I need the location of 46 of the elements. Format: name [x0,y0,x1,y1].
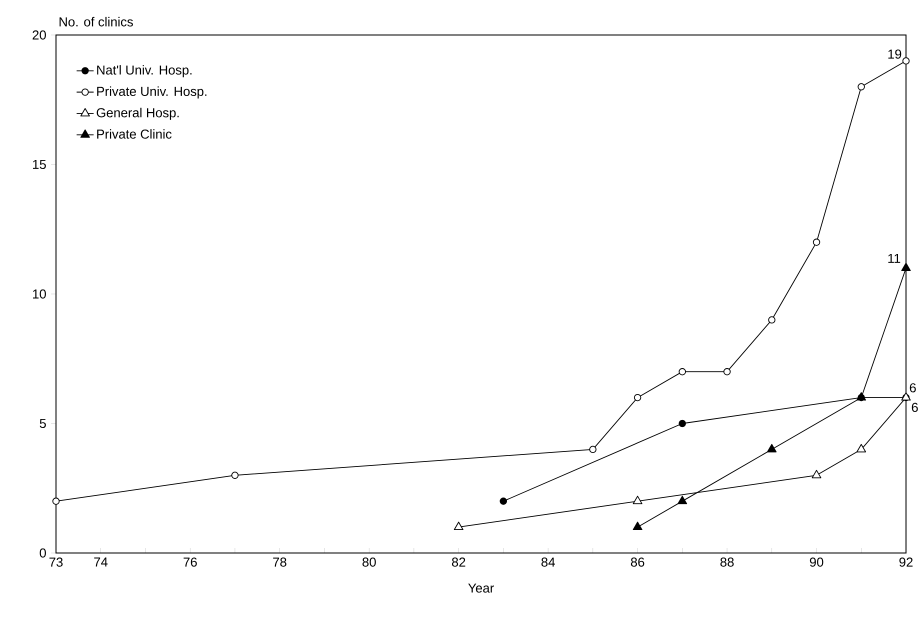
x-tick-label: 73 [49,558,63,567]
legend-label: Nat'l Univ. Hosp. [97,65,192,78]
point [632,496,642,504]
x-tick-label: 84 [541,558,555,567]
y-tick-label: 10 [32,289,46,299]
point [812,470,822,478]
point [52,498,60,505]
x-tick-label: 88 [720,558,734,567]
point [901,262,911,272]
x-tick-label: 80 [362,558,376,567]
point [723,368,731,376]
data-label: 6 [912,402,918,412]
x-tick-label: 90 [810,558,824,567]
y-tick-label: 0 [40,548,46,558]
y-tick-label: 20 [32,30,46,40]
point [768,316,776,324]
point [812,238,820,246]
x-tick-label: 92 [899,558,913,567]
x-tick-label: 86 [630,558,644,567]
legend-label: Private Univ. Hosp. [97,86,206,99]
point [634,394,642,402]
y-axis-title: No. of clinics [60,16,133,26]
point [856,444,866,452]
point [678,496,688,504]
point [589,446,596,454]
point [767,444,777,452]
x-tick-label: 74 [94,558,108,566]
y-tick-label: 15 [32,160,46,170]
point [454,522,464,530]
data-label: 11 [888,254,900,263]
legend-label: General Hosp. [96,108,179,120]
point [858,83,865,90]
point [678,368,686,376]
x-tick-label: 82 [452,558,466,567]
y-tick-label: 5 [40,418,46,428]
point [500,498,508,505]
x-tick-label: 78 [273,558,286,567]
x-axis-title: Year [468,584,494,593]
point [632,522,642,530]
point [678,420,686,428]
point [231,472,239,479]
data-label: 6 [910,383,916,392]
legend-label: Private Clinic [97,129,172,139]
data-label: 19 [888,49,902,59]
point [902,57,910,65]
x-tick-label: 76 [184,558,197,567]
